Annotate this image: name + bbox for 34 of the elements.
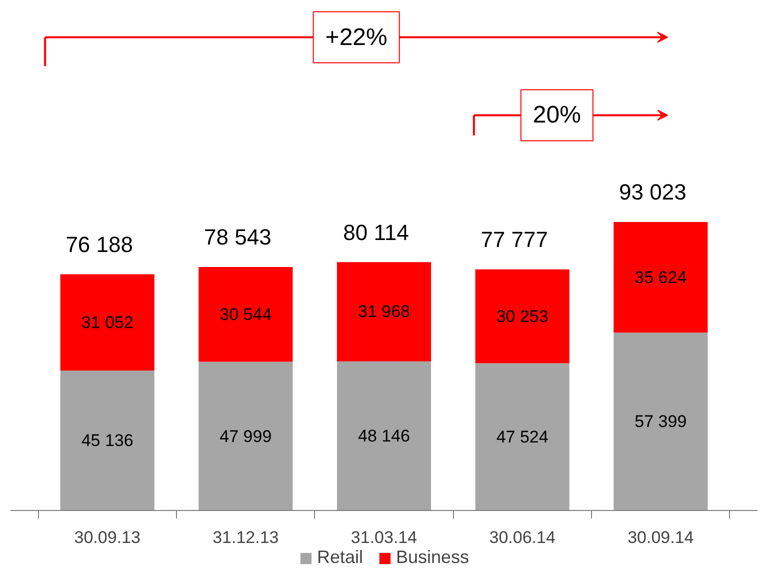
total-label: 78 543 [204,224,272,250]
text: +22% [325,24,388,51]
x-tick-label: 31.12.13 [212,528,279,547]
bar [614,222,708,333]
bar [198,362,293,511]
bar [60,370,154,511]
total-label: 77 777 [480,227,548,252]
total-label: 93 023 [619,180,686,205]
data-label: 31 052 [81,312,134,332]
data-label: 45 136 [81,431,134,450]
x-tick-label: 30.06.14 [489,528,556,547]
data-label: 48 146 [358,426,410,446]
data-label: 31 968 [358,302,410,322]
bar [475,363,570,511]
data-label: 30 544 [220,304,272,324]
x-tick-label: 31.03.14 [350,528,418,547]
data-label: 35 624 [634,268,687,287]
bar [60,274,154,371]
data-label: 47 524 [496,428,548,447]
x-tick-label: 30.09.13 [74,528,140,547]
legend-label: Business [396,547,470,568]
total-label: 76 188 [66,232,133,257]
bar [614,332,708,511]
data-label: 57 399 [634,412,687,432]
text: 20% [532,102,581,129]
data-label: 30 253 [496,306,548,326]
bar [198,266,293,362]
x-tick-label: 30.09.14 [628,528,694,547]
data-label: 47 999 [220,426,272,446]
total-label: 80 114 [343,220,409,245]
bar [475,269,570,364]
bar [336,262,432,362]
bar [336,361,432,511]
legend-label: Retail [316,547,363,568]
